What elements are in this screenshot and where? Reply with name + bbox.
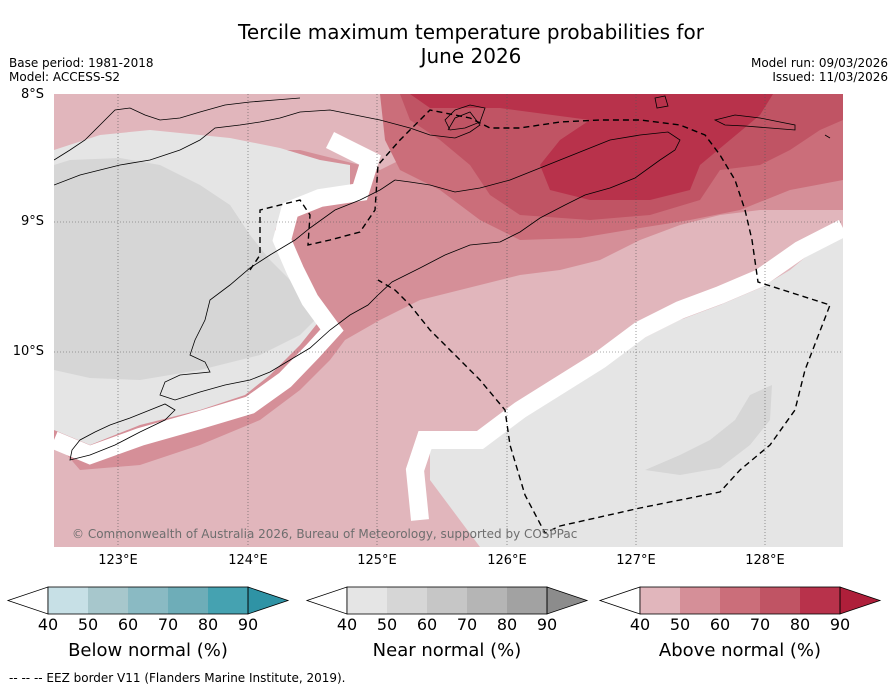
above-colorbar-segment-1 xyxy=(640,587,680,614)
model-name: Model: ACCESS-S2 xyxy=(9,70,121,84)
above-colorbar-over xyxy=(839,586,882,615)
issued-date: Issued: 11/03/2026 xyxy=(772,70,888,84)
near-tick-50: 50 xyxy=(376,615,398,634)
near-colorbar-segment-5 xyxy=(507,587,547,614)
below-tick-60: 60 xyxy=(117,615,139,634)
lon-label-127e: 127°E xyxy=(616,553,656,568)
above-colorbar-segment-4 xyxy=(760,587,800,614)
above-tick-50: 50 xyxy=(669,615,691,634)
base-period: Base period: 1981-2018 xyxy=(9,56,154,70)
above-tick-40: 40 xyxy=(629,615,651,634)
near-tick-40: 40 xyxy=(336,615,358,634)
near-50-60-west xyxy=(54,158,320,380)
coast-timor-north-east xyxy=(377,131,681,296)
colorbars xyxy=(6,586,882,615)
below-colorbar-segment-4 xyxy=(168,587,208,614)
coast-sumba-west xyxy=(69,403,176,461)
near-tick-90: 90 xyxy=(536,615,558,634)
coast-timor-main xyxy=(159,179,396,401)
above-colorbar-segment-3 xyxy=(720,587,760,614)
coastlines xyxy=(54,95,831,461)
eez-footnote: -- -- -- EEZ border V11 (Flanders Marine… xyxy=(9,671,346,685)
below-tick-70: 70 xyxy=(157,615,179,634)
near-colorbar-outline xyxy=(346,586,548,615)
lon-label-125e: 125°E xyxy=(357,553,397,568)
below-colorbar-over xyxy=(247,586,290,615)
near-colorbar-segment-3 xyxy=(427,587,467,614)
lat-label-10s: 10°S xyxy=(12,344,44,359)
title-line-2: June 2026 xyxy=(420,44,522,68)
near-colorbar-over xyxy=(546,586,589,615)
above-normal-label: Above normal (%) xyxy=(658,640,822,661)
above-colorbar-segment-5 xyxy=(800,587,840,614)
below-tick-90: 90 xyxy=(237,615,259,634)
colorbar-near xyxy=(305,586,589,615)
near-colorbar-segment-1 xyxy=(347,587,387,614)
coast-island-ne2 xyxy=(713,114,796,131)
above-tick-70: 70 xyxy=(749,615,771,634)
near-tick-80: 80 xyxy=(496,615,518,634)
below-colorbar-segment-1 xyxy=(48,587,88,614)
near-colorbar-segment-4 xyxy=(467,587,507,614)
model-run: Model run: 09/03/2026 xyxy=(750,56,888,70)
near-colorbar-under xyxy=(305,586,348,615)
coast-wetar xyxy=(444,104,486,131)
above-colorbar-segment-2 xyxy=(680,587,720,614)
coast-flores-timor-north xyxy=(54,109,481,186)
near-tick-70: 70 xyxy=(456,615,478,634)
lon-label-123e: 123°E xyxy=(98,553,138,568)
below-tick-40: 40 xyxy=(37,615,59,634)
lon-label-126e: 126°E xyxy=(487,553,527,568)
below-colorbar-outline xyxy=(47,586,249,615)
eez-border xyxy=(249,109,831,534)
lon-label-124e: 124°E xyxy=(228,553,268,568)
below-colorbar-segment-2 xyxy=(88,587,128,614)
map-title: Tercile maximum temperature probabilitie… xyxy=(0,20,896,68)
near-tick-60: 60 xyxy=(416,615,438,634)
near-40-50-se xyxy=(430,235,843,547)
above-colorbar-outline xyxy=(639,586,841,615)
above-tick-80: 80 xyxy=(789,615,811,634)
white-band-west xyxy=(54,131,381,465)
lon-label-128e: 128°E xyxy=(745,553,785,568)
lat-label-9s: 9°S xyxy=(20,214,44,229)
white-band-se xyxy=(405,219,843,521)
below-normal-label: Below normal (%) xyxy=(68,640,228,661)
eez-timor-leste xyxy=(249,109,831,534)
copyright-notice: © Commonwealth of Australia 2026, Bureau… xyxy=(72,527,578,541)
meta-left: Base period: 1981-2018 Model: ACCESS-S2 xyxy=(9,56,154,84)
below-colorbar-segment-5 xyxy=(208,587,248,614)
near-normal-label: Near normal (%) xyxy=(372,640,522,661)
below-colorbar-under xyxy=(6,586,49,615)
coast-flores-north xyxy=(54,97,301,161)
near-colorbar-segment-2 xyxy=(387,587,427,614)
colorbar-below xyxy=(6,586,290,615)
meta-right: Model run: 09/03/2026 Issued: 11/03/2026 xyxy=(751,56,888,84)
above-colorbar-under xyxy=(598,586,641,615)
below-tick-80: 80 xyxy=(197,615,219,634)
colorbar-above xyxy=(598,586,882,615)
map-fill-regions xyxy=(54,94,843,547)
title-line-1: Tercile maximum temperature probabilitie… xyxy=(238,20,704,44)
lat-label-8s: 8°S xyxy=(20,87,44,102)
coast-island-small xyxy=(824,134,831,139)
below-colorbar-segment-3 xyxy=(128,587,168,614)
coast-island-ne1 xyxy=(654,95,669,109)
near-50-60-se xyxy=(645,385,772,475)
below-tick-50: 50 xyxy=(77,615,99,634)
above-tick-90: 90 xyxy=(829,615,851,634)
above-tick-60: 60 xyxy=(709,615,731,634)
